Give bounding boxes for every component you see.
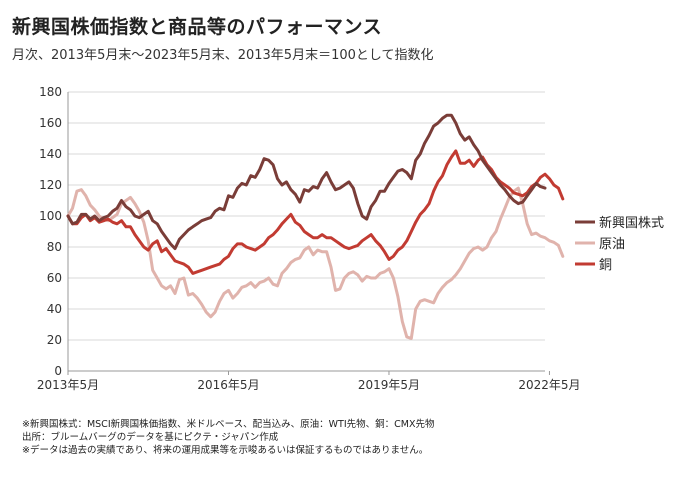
legend-label-0: 新興国株式 <box>599 215 664 231</box>
y-tick-label-120: 120 <box>39 178 62 192</box>
x-tick-label-3: 2022年5月 <box>518 378 580 392</box>
y-tick-label-0: 0 <box>54 364 62 378</box>
legend-label-2: 銅 <box>599 258 612 273</box>
legend-label-1: 原油 <box>599 237 625 252</box>
y-tick-label-60: 60 <box>47 271 62 285</box>
y-tick-label-140: 140 <box>39 147 62 161</box>
y-tick-label-40: 40 <box>47 302 62 316</box>
series-lines <box>66 113 565 340</box>
x-tick-label-0: 2013年5月 <box>37 378 99 392</box>
footnote-sources: ※新興国株式：MSCI新興国株価指数、米ドルベース、配当込み、原油：WTI先物、… <box>22 419 435 430</box>
x-tick-labels: 2013年5月 2016年5月 2019年5月 2022年5月 <box>37 371 581 392</box>
y-tick-label-180: 180 <box>39 85 62 99</box>
y-tick-label-80: 80 <box>47 240 62 254</box>
chart-title: 新興国株価指数と商品等のパフォーマンス <box>12 16 383 38</box>
y-tick-label-20: 20 <box>47 333 62 347</box>
footnotes: ※新興国株式：MSCI新興国株価指数、米ドルベース、配当込み、原油：WTI先物、… <box>22 418 434 457</box>
footnote-origin: 出所：ブルームバーグのデータを基にピクテ・ジャパン作成 <box>22 432 279 443</box>
series-line-0 <box>66 113 547 251</box>
x-tick-label-1: 2016年5月 <box>197 378 259 392</box>
footnote-disclaimer: ※データは過去の実績であり、将来の運用成果等を示唆あるいは保証するものではありま… <box>22 445 429 456</box>
y-tick-label-160: 160 <box>39 116 62 130</box>
series-line-1 <box>66 186 565 340</box>
y-tick-label-100: 100 <box>39 209 62 223</box>
chart-subtitle: 月次、2013年5月末〜2023年5月末、2013年5月末＝100として指数化 <box>12 48 434 63</box>
x-tick-label-2: 2019年5月 <box>358 378 420 392</box>
y-tick-labels: 0 20 40 60 80 100 120 140 160 180 <box>39 85 62 378</box>
grid-lines <box>67 91 545 372</box>
